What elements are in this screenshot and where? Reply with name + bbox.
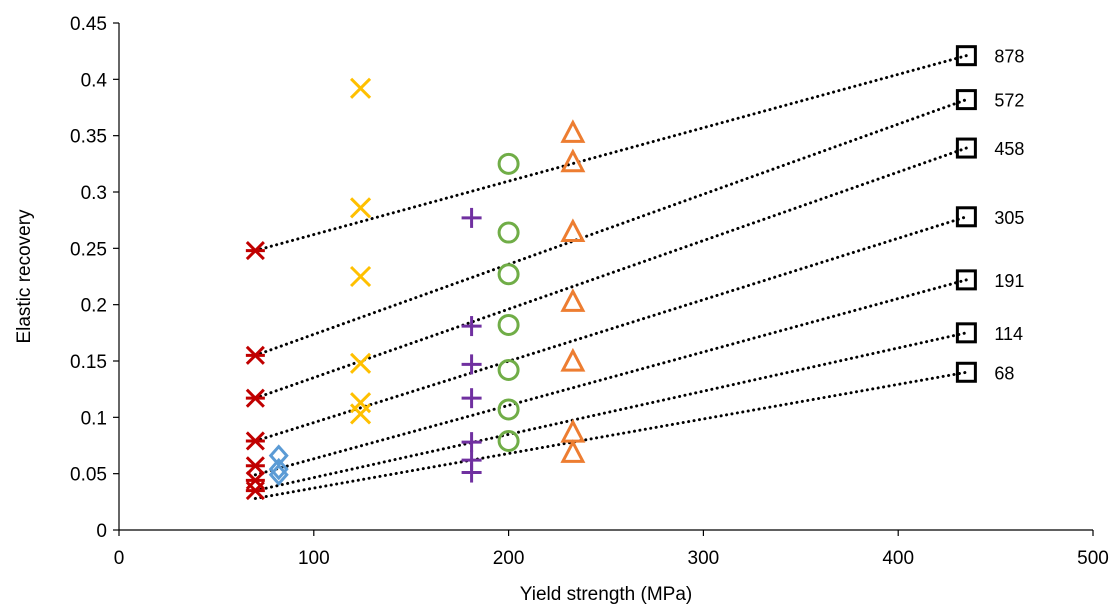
circle-marker: [499, 400, 518, 419]
trendline-label: 114: [994, 324, 1023, 344]
star-marker: [246, 242, 265, 259]
x-tick-label: 200: [493, 548, 525, 569]
star-marker: [246, 482, 265, 499]
trendline-label: 305: [994, 208, 1024, 228]
y-tick-label: 0.4: [81, 70, 108, 91]
triangle-marker: [563, 122, 583, 141]
circle-marker: [499, 315, 518, 334]
y-tick-label: 0.35: [70, 127, 107, 148]
trendline-label: 458: [994, 139, 1024, 159]
circle-marker: [499, 154, 518, 173]
plus-marker: [462, 208, 482, 228]
star-marker: [246, 432, 265, 449]
y-tick-label: 0.1: [81, 408, 107, 429]
x-tick-label: 0: [114, 548, 125, 569]
triangle-marker: [563, 442, 583, 461]
plus-marker: [462, 388, 482, 408]
x-tick-label: 400: [882, 548, 914, 569]
circle-marker: [499, 361, 518, 380]
triangle-marker: [563, 291, 583, 310]
x-tick-label: 300: [688, 548, 720, 569]
plus-marker: [462, 432, 482, 452]
trendline-label: 68: [994, 363, 1014, 383]
y-tick-label: 0: [96, 521, 107, 542]
y-tick-label: 0.3: [81, 183, 107, 204]
circle-marker: [499, 265, 518, 284]
y-tick-label: 0.45: [70, 14, 107, 35]
trendline-labels: 878 572 458 305 191 114 68: [994, 47, 1024, 384]
plus-marker: [462, 463, 482, 483]
trendline: [255, 372, 966, 498]
x-tick-label: 500: [1077, 548, 1109, 569]
star-marker: [246, 347, 265, 364]
x-marker: [351, 79, 370, 98]
trendline-label: 878: [994, 47, 1024, 67]
x-axis-title: Yield strength (MPa): [520, 584, 692, 605]
trendline-label: 191: [994, 271, 1024, 291]
y-tick-label: 0.05: [70, 465, 107, 486]
trendline-label: 572: [994, 91, 1024, 111]
x-tick-label: 100: [298, 548, 330, 569]
y-tick-label: 0.2: [81, 296, 107, 317]
x-marker: [351, 267, 370, 286]
y-tick-label: 0.25: [70, 239, 107, 260]
trendline: [255, 100, 966, 356]
plus-marker: [462, 354, 482, 374]
data-markers: [246, 47, 976, 499]
circle-marker: [499, 223, 518, 242]
star-marker: [246, 390, 265, 407]
trendline: [255, 217, 966, 441]
y-axis-title: Elastic recovery: [14, 209, 35, 344]
trendline: [255, 280, 966, 475]
triangle-marker: [563, 222, 583, 241]
triangle-marker: [563, 351, 583, 370]
y-tick-label: 0.15: [70, 352, 107, 373]
triangle-marker: [563, 422, 583, 441]
x-marker: [351, 198, 370, 217]
axis-ticks: 0 0.05 0.1 0.15 0.2 0.25 0.3 0.35 0.4 0.45 0 100 200…: [70, 14, 1109, 569]
